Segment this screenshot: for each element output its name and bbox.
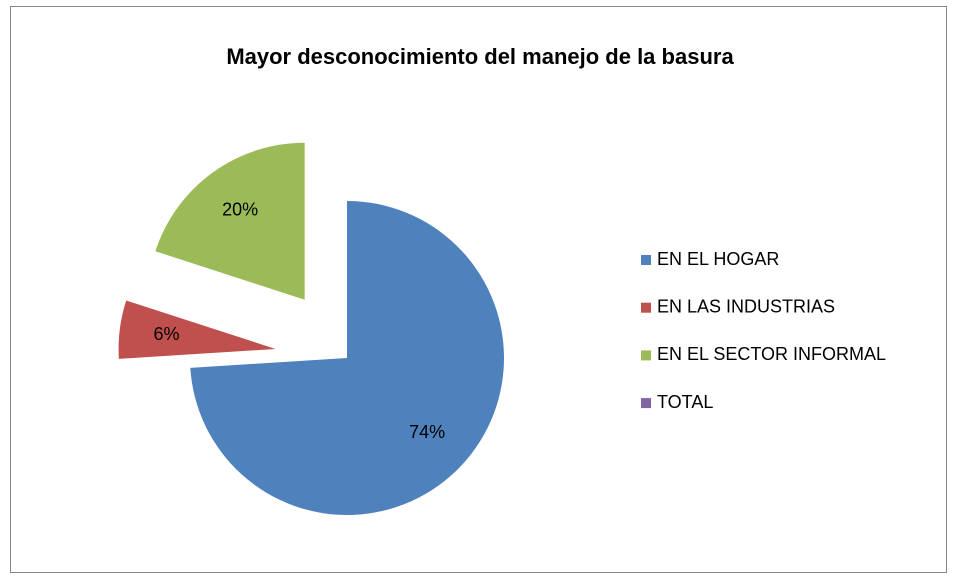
pie-slice [155,142,305,300]
legend-label: EN EL SECTOR INFORMAL [657,344,886,364]
data-label: 6% [154,324,180,344]
chart-title: Mayor desconocimiento del manejo de la b… [226,44,734,69]
legend-swatch [641,398,651,409]
legend-swatch [641,255,651,265]
legend-label: EN LAS INDUSTRIAS [657,296,835,316]
legend-label: TOTAL [657,392,713,412]
legend-label: EN EL HOGAR [657,249,779,269]
legend-swatch [641,302,651,313]
data-label: 74% [409,422,445,442]
legend-swatch [641,350,651,361]
pie-slice [190,201,505,515]
data-label: 20% [222,200,258,220]
pie-slice [118,300,276,359]
